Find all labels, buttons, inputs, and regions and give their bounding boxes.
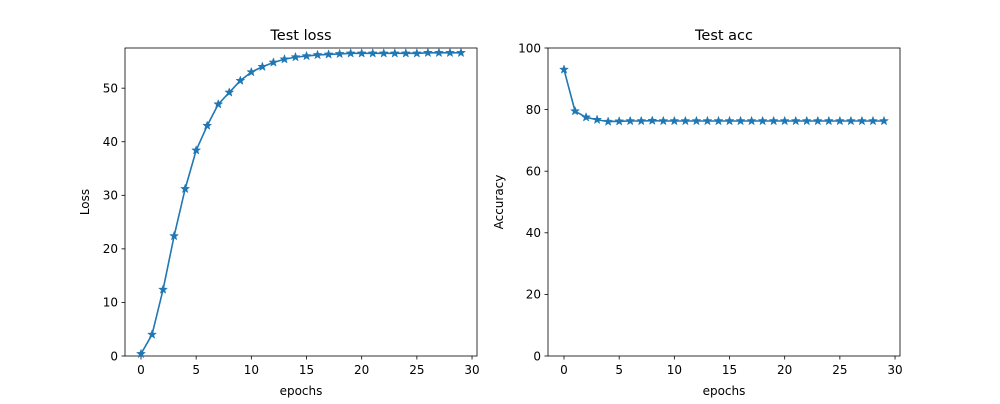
data-point-marker xyxy=(625,115,636,126)
data-point-marker xyxy=(614,115,625,126)
chart-title: Test acc xyxy=(694,28,753,44)
x-tick-label: 25 xyxy=(409,363,424,377)
data-point-marker xyxy=(202,120,213,130)
test-loss-chart: Test loss epochs Loss 0 5 10 15 20 25 30 0 10 20 3… xyxy=(78,28,480,398)
y-tick-label: 20 xyxy=(103,242,118,256)
data-point-marker xyxy=(757,115,768,126)
data-point-marker xyxy=(812,115,823,126)
x-axis-label: epochs xyxy=(703,384,746,398)
y-axis-label: Loss xyxy=(78,189,92,215)
x-tick-label: 15 xyxy=(299,363,314,377)
y-tick-label: 80 xyxy=(526,103,541,117)
data-point-marker xyxy=(702,115,713,126)
data-point-marker xyxy=(135,348,147,359)
data-point-marker xyxy=(746,115,757,126)
y-tick-label: 0 xyxy=(533,349,541,363)
y-tick-label: 20 xyxy=(526,288,541,302)
data-point-marker xyxy=(213,98,224,109)
data-point-marker xyxy=(647,115,658,126)
data-point-marker xyxy=(146,329,158,339)
data-point-marker xyxy=(735,115,746,126)
x-tick-label: 10 xyxy=(667,363,682,377)
y-tick-label: 100 xyxy=(518,41,541,55)
data-point-marker xyxy=(790,115,801,126)
y-tick-label: 60 xyxy=(526,165,541,179)
x-tick-label: 30 xyxy=(464,363,479,377)
data-point-marker xyxy=(867,115,879,126)
x-tick-label: 0 xyxy=(560,363,568,377)
data-point-marker xyxy=(356,48,367,58)
series-line xyxy=(563,69,884,123)
y-tick-label: 30 xyxy=(103,189,118,203)
data-point-marker xyxy=(455,47,467,58)
data-point-marker xyxy=(224,87,235,97)
x-tick-label: 0 xyxy=(137,363,145,377)
data-point-marker xyxy=(801,115,812,126)
x-tick-label: 5 xyxy=(615,363,623,377)
data-point-marker xyxy=(246,66,257,77)
data-point-marker xyxy=(724,115,735,126)
data-point-marker xyxy=(312,49,323,60)
data-point-marker xyxy=(691,115,702,126)
data-point-marker xyxy=(411,48,422,58)
x-tick-label: 20 xyxy=(777,363,792,377)
x-tick-label: 5 xyxy=(192,363,200,377)
data-point-marker xyxy=(444,47,456,58)
x-tick-label: 10 xyxy=(244,363,259,377)
data-point-marker xyxy=(592,114,603,125)
data-point-marker xyxy=(389,48,400,58)
x-tick-label: 30 xyxy=(887,363,902,377)
data-point-marker xyxy=(400,48,411,58)
data-point-marker xyxy=(558,64,570,74)
chart-title: Test loss xyxy=(269,28,331,44)
data-point-marker xyxy=(658,115,669,126)
data-point-marker xyxy=(323,49,334,59)
data-point-marker xyxy=(845,115,856,126)
y-tick-label: 0 xyxy=(110,349,118,363)
data-point-marker xyxy=(834,115,845,126)
data-point-marker xyxy=(433,47,445,58)
data-point-marker xyxy=(345,48,356,58)
test-acc-chart: Test acc epochs Accuracy 0 5 10 15 20 25 30 0 20… xyxy=(492,28,903,398)
data-point-marker xyxy=(422,47,433,58)
data-point-marker xyxy=(279,53,290,64)
data-point-marker xyxy=(378,48,389,58)
data-point-marker xyxy=(169,230,180,241)
data-point-marker xyxy=(856,115,868,126)
y-tick-label: 40 xyxy=(103,135,118,149)
data-point-marker xyxy=(636,115,647,126)
data-point-marker xyxy=(768,115,779,126)
data-point-marker xyxy=(669,115,680,126)
plot-frame xyxy=(124,47,478,357)
data-point-marker xyxy=(779,115,790,126)
data-point-marker xyxy=(180,183,191,194)
data-point-marker xyxy=(191,144,202,155)
x-tick-label: 20 xyxy=(354,363,369,377)
x-axis-label: epochs xyxy=(280,384,323,398)
y-tick-label: 10 xyxy=(103,296,118,310)
x-tick-label: 15 xyxy=(722,363,737,377)
data-point-marker xyxy=(569,105,581,116)
data-point-marker xyxy=(823,115,834,126)
data-point-marker xyxy=(290,51,301,62)
data-point-marker xyxy=(235,75,246,85)
data-point-marker xyxy=(268,57,279,67)
x-tick-label: 25 xyxy=(832,363,847,377)
y-axis-label: Accuracy xyxy=(492,175,506,230)
data-point-marker xyxy=(713,115,724,126)
plot-frame xyxy=(547,47,901,357)
data-point-marker xyxy=(680,115,691,126)
y-tick-label: 50 xyxy=(103,81,118,95)
data-point-marker xyxy=(257,61,268,72)
data-point-marker xyxy=(367,48,378,58)
data-point-marker xyxy=(603,116,614,126)
data-point-marker xyxy=(301,50,312,61)
series-line xyxy=(140,52,461,355)
data-point-marker xyxy=(157,284,169,294)
data-point-marker xyxy=(334,48,345,59)
data-point-marker xyxy=(580,111,592,122)
data-point-marker xyxy=(878,115,890,126)
y-tick-label: 40 xyxy=(526,226,541,240)
